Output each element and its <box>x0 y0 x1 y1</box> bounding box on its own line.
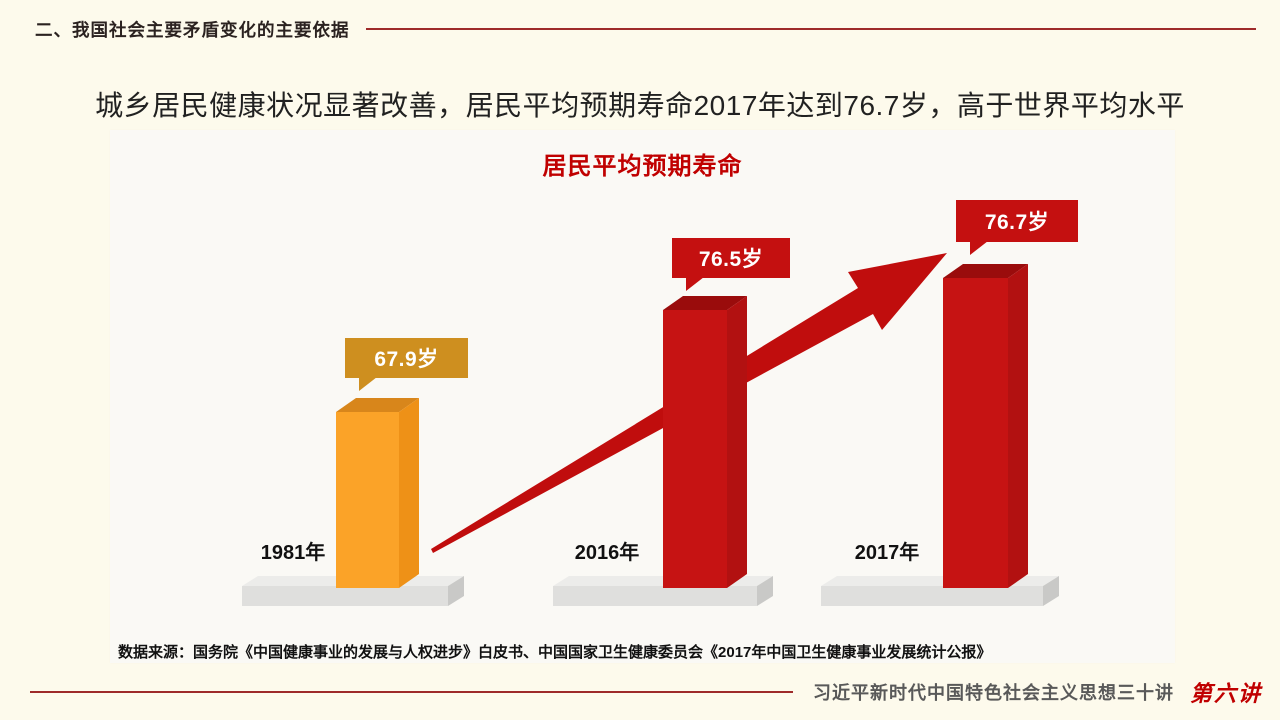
year-label-2017: 2017年 <box>854 542 920 564</box>
bar-2016 <box>663 296 747 588</box>
slide-title: 城乡居民健康状况显著改善，居民平均预期寿命2017年达到76.7岁，高于世界平均… <box>95 90 1185 121</box>
chart-panel: 居民平均预期寿命 <box>110 130 1175 663</box>
footer-series-title: 习近平新时代中国特色社会主义思想三十讲 <box>812 683 1174 703</box>
value-label-2017: 76.7岁 <box>984 211 1050 234</box>
bar-2017 <box>943 264 1028 588</box>
chart-title: 居民平均预期寿命 <box>542 153 743 180</box>
value-callout-2016: 76.5岁 <box>672 238 790 291</box>
value-callout-2017: 76.7岁 <box>956 200 1078 255</box>
year-label-2016: 2016年 <box>574 542 640 564</box>
lecture-number-badge: 第六讲 <box>1189 681 1262 707</box>
slide-footer: 习近平新时代中国特色社会主义思想三十讲 第六讲 <box>30 676 1262 708</box>
value-label-2016: 76.5岁 <box>698 248 764 271</box>
bar-chart-graphic <box>242 253 1059 606</box>
platform-2017 <box>821 576 1059 606</box>
header-rule-line <box>365 28 1256 30</box>
footer-rule-line <box>30 691 793 693</box>
value-callout-1981: 67.9岁 <box>345 338 468 391</box>
value-label-1981: 67.9岁 <box>374 348 439 371</box>
bar-1981 <box>336 398 419 588</box>
year-label-1981: 1981年 <box>260 542 326 564</box>
slide-header: 二、我国社会主要矛盾变化的主要依据 <box>35 12 1260 46</box>
section-header-title: 二、我国社会主要矛盾变化的主要依据 <box>35 19 350 40</box>
data-source-note: 数据来源：国务院《中国健康事业的发展与人权进步》白皮书、中国国家卫生健康委员会《… <box>118 644 992 661</box>
